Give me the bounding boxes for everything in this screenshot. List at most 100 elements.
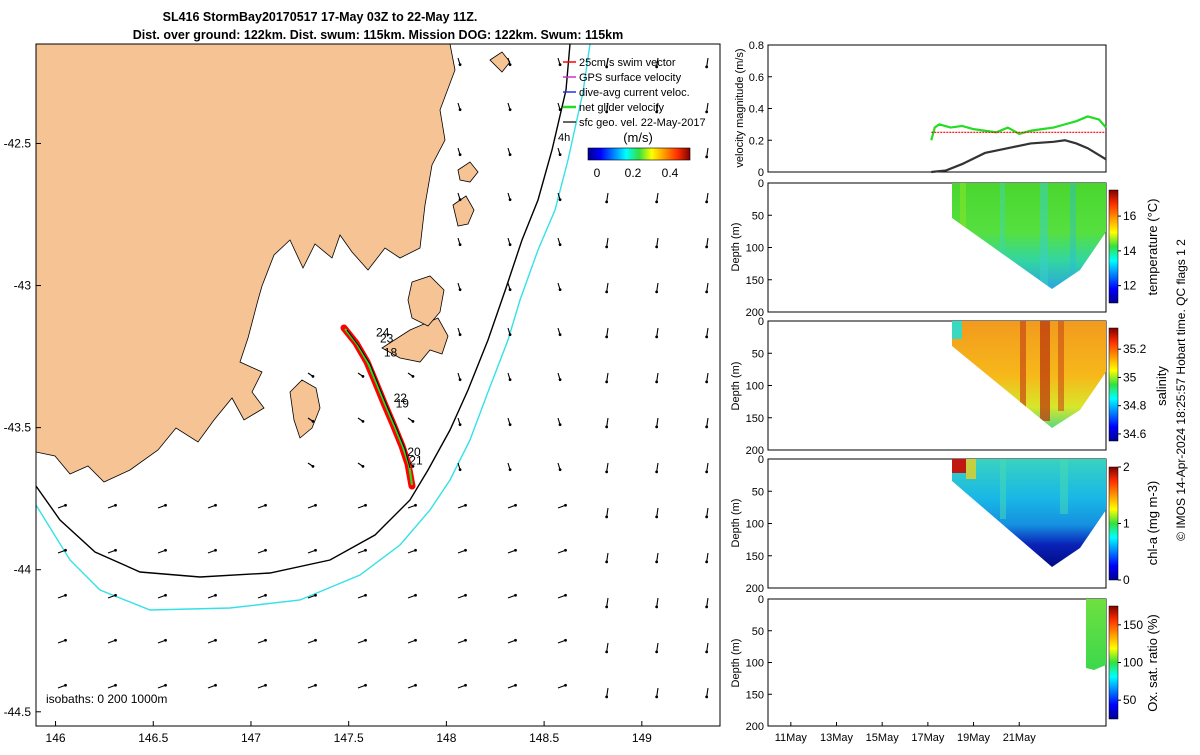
velocity-vector-head	[705, 650, 709, 654]
colorbar-tick-1: 0.2	[625, 166, 642, 180]
temperature-y-tick-label: 150	[746, 275, 764, 287]
velocity-vector-head	[605, 605, 609, 609]
velocity-vector-head	[564, 548, 567, 552]
oxygen-y-tick-label: 200	[746, 721, 764, 733]
velocity-vector	[706, 147, 709, 157]
velocity-vector-head	[114, 503, 117, 507]
isobath-note: isobaths: 0 200 1000m	[46, 692, 167, 706]
map-x-tick-label: 149	[632, 731, 652, 745]
velocity-vector-head	[605, 65, 609, 69]
velocity-vector	[606, 462, 609, 472]
velocity-y-ticks: 0 0.2 0.4 0.6 0.8	[749, 40, 772, 179]
velocity-vector-head	[64, 638, 67, 642]
temperature-streak	[1070, 183, 1076, 283]
temperature-cbar-tick-label: 16	[1123, 209, 1137, 223]
velocity-vector-head	[64, 683, 67, 687]
velocity-vector	[656, 597, 659, 607]
chart-title-line1: SL416 StormBay20170517 17-May 03Z to 22-…	[163, 10, 478, 24]
velocity-vector-head	[311, 464, 315, 468]
velocity-vector	[656, 237, 659, 247]
velocity-vector-head	[314, 683, 317, 687]
velocity-vector-head	[705, 110, 709, 114]
velocity-vector	[606, 642, 609, 652]
chla-colorbar	[1108, 466, 1119, 581]
chla-ylabel: Depth (m)	[730, 499, 742, 548]
legend-4h: 4h	[558, 132, 570, 144]
temperature-streak	[1040, 183, 1048, 289]
temperature-cbar-tick-label: 12	[1123, 279, 1137, 293]
velocity-vector-head	[464, 638, 467, 642]
velocity-vector-head	[605, 515, 609, 519]
velocity-vector-head	[564, 593, 567, 597]
velocity-vector-head	[508, 378, 512, 382]
velocity-vector	[706, 372, 709, 382]
map-x-tick-label: 146.5	[138, 731, 168, 745]
velocity-vector	[656, 462, 659, 472]
velocity-axes-frame	[767, 44, 1107, 173]
velocity-vector-head	[655, 200, 659, 204]
oxygen-y-tick-label: 150	[746, 689, 764, 701]
velocity-vector-head	[464, 548, 467, 552]
day-label: 19	[396, 397, 410, 411]
land-bruny-island	[289, 379, 321, 439]
day-label: 18	[384, 346, 398, 360]
temperature-y-tick-label: 200	[746, 307, 764, 319]
glider-track-net	[344, 328, 414, 486]
velocity-vector-head	[314, 548, 317, 552]
chla-cbar-tick-label: 2	[1123, 460, 1130, 474]
velocity-vector	[656, 282, 659, 292]
oxygen-y-tick-label: 100	[746, 658, 764, 670]
velocity-vector-head	[264, 683, 267, 687]
legend-dive-avg: dive-avg current veloc.	[579, 87, 690, 99]
salinity-colorbar	[1108, 327, 1119, 442]
land-maria-island	[452, 195, 475, 227]
oxygen-y-tick-label: 0	[758, 594, 764, 606]
velocity-vector-head	[605, 560, 609, 564]
land-tasman-peninsula	[381, 317, 449, 363]
velocity-vector-head	[605, 200, 609, 204]
velocity-vector-head	[464, 503, 467, 507]
temperature-streak	[960, 183, 966, 243]
map-y-tick-label: -42.5	[4, 136, 32, 150]
velocity-vector-head	[314, 593, 317, 597]
velocity-vector-head	[558, 108, 562, 112]
chla-y-ticks: 0 50 100 150 200	[746, 454, 772, 595]
velocity-vector-head	[558, 153, 562, 157]
velocity-vector	[706, 327, 709, 337]
velocity-vector-head	[705, 695, 709, 699]
oxygen-y-ticks: 0 50 100 150 200	[746, 594, 772, 733]
velocity-vector-head	[558, 243, 562, 247]
velocity-vector-head	[264, 548, 267, 552]
chla-patch-mid	[966, 459, 976, 479]
velocity-vector-head	[605, 380, 609, 384]
velocity-vector	[706, 57, 709, 67]
velocity-vector	[656, 192, 659, 202]
chla-y-tick-label: 100	[746, 519, 764, 531]
chla-y-tick-label: 150	[746, 551, 764, 563]
velocity-panel: 0 0.2 0.4 0.6 0.8 velocity magnitude (m/s)	[734, 40, 1107, 179]
velocity-vector-head	[514, 593, 517, 597]
velocity-vector	[706, 552, 709, 562]
velocity-vector-head	[361, 419, 365, 423]
velocity-y-tick-label: 0.4	[749, 104, 764, 116]
map-y-tick-label: -44.5	[4, 705, 32, 719]
chla-colorbar-ticks: 0 1 2	[1118, 460, 1130, 587]
isobath-1000m	[36, 44, 591, 611]
velocity-vector-head	[508, 63, 512, 67]
velocity-vector-head	[264, 638, 267, 642]
map-y-tick-label: -43.5	[4, 421, 32, 435]
velocity-series-line	[931, 139, 1107, 174]
chla-streak	[1060, 459, 1068, 514]
velocity-vector	[606, 237, 609, 247]
velocity-vector-head	[655, 695, 659, 699]
temperature-ylabel: Depth (m)	[730, 223, 742, 272]
velocity-vector-head	[705, 560, 709, 564]
salinity-y-tick-label: 100	[746, 381, 764, 393]
velocity-y-tick-label: 0	[758, 167, 764, 179]
velocity-vector-head	[164, 683, 167, 687]
velocity-vector-head	[164, 593, 167, 597]
velocity-vector-head	[264, 503, 267, 507]
velocity-vector	[656, 102, 659, 112]
velocity-vector-head	[64, 548, 67, 552]
velocity-vector	[706, 462, 709, 472]
